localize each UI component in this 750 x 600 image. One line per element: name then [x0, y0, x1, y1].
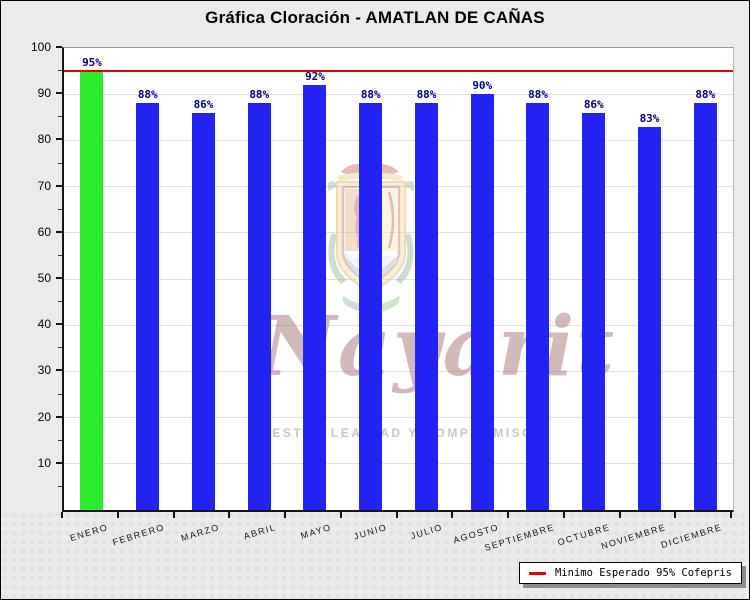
bar-noviembre — [637, 126, 661, 510]
y-minor-tick-15 — [58, 439, 62, 441]
bar-octubre — [582, 112, 606, 510]
bar-febrero — [136, 103, 160, 510]
x-tick-label-marzo: MARZO — [180, 522, 222, 544]
x-tick-0 — [61, 512, 63, 518]
bar-value-label-abril: 88% — [249, 88, 270, 102]
y-minor-tick-5 — [58, 485, 62, 487]
x-tick-8 — [507, 512, 509, 518]
x-tick-4 — [284, 512, 286, 518]
y-major-tick-10 — [56, 461, 62, 464]
y-tick-label-80: 80 — [37, 132, 51, 147]
gridline-80 — [64, 139, 733, 141]
gridline-40 — [64, 324, 733, 326]
gridline-20 — [64, 417, 733, 419]
y-tick-label-90: 90 — [37, 86, 51, 101]
y-tick-label-20: 20 — [37, 409, 51, 424]
y-major-tick-60 — [56, 230, 62, 233]
y-minor-tick-45 — [58, 301, 62, 303]
bar-abril — [247, 103, 271, 510]
y-tick-label-10: 10 — [37, 455, 51, 470]
x-tick-label-mayo: MAYO — [299, 522, 333, 541]
bar-value-label-mayo: 92% — [305, 69, 325, 83]
x-tick-3 — [228, 512, 231, 518]
x-tick-label-julio: JULIO — [409, 522, 445, 542]
y-tick-label-70: 70 — [37, 178, 51, 193]
y-major-tick-70 — [56, 184, 62, 187]
x-tick-1 — [116, 512, 119, 518]
bar-value-label-octubre: 86% — [583, 97, 604, 111]
x-tick-label-enero: ENERO — [69, 522, 110, 544]
gridline-60 — [64, 232, 733, 234]
gridline-50 — [64, 278, 733, 280]
bar-value-label-agosto: 90% — [472, 79, 493, 93]
gridline-10 — [64, 463, 733, 465]
bar-value-label-enero: 95% — [82, 56, 102, 70]
bar-mayo — [303, 84, 327, 510]
bar-value-label-marzo: 86% — [193, 97, 214, 111]
bar-enero — [80, 71, 104, 510]
y-minor-tick-75 — [58, 162, 62, 164]
y-tick-label-50: 50 — [37, 271, 51, 285]
y-major-tick-90 — [56, 92, 62, 95]
y-tick-label-100: 100 — [30, 40, 51, 54]
x-tick-11 — [674, 512, 677, 518]
gridline-90 — [64, 93, 733, 95]
y-major-tick-20 — [56, 415, 62, 418]
bar-value-label-noviembre: 83% — [639, 111, 660, 125]
y-minor-tick-65 — [58, 208, 62, 210]
y-axis: 10 20 30 40 50 60 70 80 90 100 — [1, 40, 62, 512]
x-tick-5 — [339, 512, 342, 518]
x-tick-12 — [730, 512, 732, 518]
y-major-tick-50 — [56, 277, 62, 279]
y-minor-tick-85 — [58, 116, 62, 118]
y-tick-label-60: 60 — [37, 224, 51, 239]
x-tick-6 — [395, 512, 398, 518]
y-major-tick-100 — [56, 46, 62, 48]
bar-value-label-diciembre: 88% — [695, 88, 716, 102]
bar-value-label-junio: 88% — [360, 88, 381, 102]
bar-septiembre — [526, 103, 550, 510]
bar-marzo — [191, 112, 215, 510]
gridline-70 — [64, 186, 733, 188]
legend: Minimo Esperado 95% Cofepris — [518, 562, 742, 584]
y-major-tick-80 — [56, 138, 62, 141]
y-major-tick-30 — [56, 369, 62, 372]
x-tick-2 — [172, 512, 175, 518]
y-tick-label-30: 30 — [37, 363, 51, 378]
y-minor-tick-95 — [58, 70, 62, 72]
bar-diciembre — [693, 103, 717, 510]
bar-agosto — [470, 94, 494, 510]
x-tick-9 — [562, 512, 565, 518]
bar-value-label-julio: 88% — [416, 88, 437, 102]
x-tick-label-junio: JUNIO — [352, 522, 389, 542]
legend-red-line-swatch — [528, 571, 546, 575]
bar-value-label-septiembre: 88% — [528, 88, 548, 102]
plot-area: Nayarit NUESTRA LEALTAD Y COMPROMISO 95%… — [62, 47, 734, 512]
bar-junio — [359, 103, 383, 510]
y-minor-tick-25 — [58, 393, 62, 395]
chart-title: Gráfica Cloración - AMATLAN DE CAÑAS — [205, 8, 545, 27]
y-minor-tick-35 — [58, 347, 62, 349]
y-major-tick-40 — [56, 323, 62, 326]
bar-julio — [414, 103, 438, 510]
reference-line-95 — [64, 70, 733, 73]
y-tick-label-40: 40 — [37, 317, 51, 332]
gridline-30 — [64, 370, 733, 372]
x-tick-10 — [618, 512, 621, 518]
y-minor-tick-55 — [58, 254, 62, 256]
x-tick-label-abril: ABRIL — [242, 522, 278, 542]
x-tick-label-diciembre: DICIEMBRE — [659, 522, 724, 551]
x-tick-label-febrero: FEBRERO — [110, 522, 166, 548]
bar-value-label-febrero: 88% — [137, 88, 158, 102]
x-axis: ENERO FEBRERO MARZO ABRIL MAYO JUNIO JULIO AGOS… — [61, 512, 734, 582]
x-tick-7 — [451, 512, 454, 518]
legend-label: Minimo Esperado 95% Cofepris — [554, 567, 732, 579]
